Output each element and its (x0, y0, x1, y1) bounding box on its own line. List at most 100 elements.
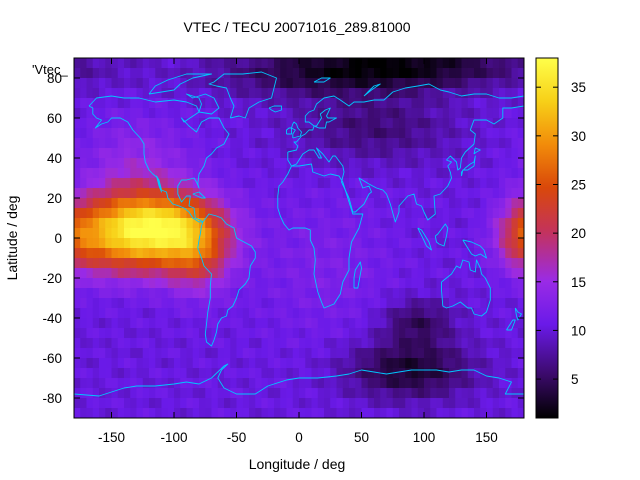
heatmap-cell (361, 318, 369, 329)
heatmap-cell (186, 258, 194, 269)
heatmap-cell (436, 138, 444, 149)
heatmap-cell (386, 58, 394, 69)
heatmap-cell (436, 248, 444, 259)
heatmap-cell (480, 218, 488, 229)
coastline-novaya-zemlya (363, 83, 381, 97)
heatmap-cell (461, 138, 469, 149)
heatmap-cell (124, 268, 131, 279)
heatmap-cell (267, 158, 275, 169)
heatmap-cell (74, 138, 81, 149)
heatmap-cell (99, 108, 106, 119)
heatmap-cell (411, 278, 419, 289)
heatmap-cell (299, 198, 306, 209)
heatmap-cell (324, 268, 331, 279)
heatmap-cell (230, 228, 238, 239)
heatmap-cell (367, 268, 375, 279)
heatmap-cell (492, 218, 500, 229)
coastline-arctic-islands (148, 73, 212, 95)
heatmap-cell (349, 168, 356, 179)
heatmap-cell (186, 338, 194, 349)
heatmap-cell (492, 398, 500, 409)
heatmap-cell (205, 388, 213, 399)
heatmap-cell (436, 378, 444, 389)
heatmap-cell (92, 68, 100, 79)
heatmap-cell (311, 378, 319, 389)
heatmap-cell (236, 358, 244, 369)
heatmap-cell (99, 68, 106, 79)
heatmap-cell (505, 358, 513, 369)
heatmap-cell (205, 68, 213, 79)
heatmap-cell (124, 408, 131, 418)
heatmap-cell (442, 278, 450, 289)
heatmap-cell (136, 198, 144, 209)
x-tick-label: -150 (98, 430, 125, 445)
heatmap-cell (474, 388, 481, 399)
heatmap-cell (224, 158, 231, 169)
heatmap-cell (167, 398, 175, 409)
heatmap-cell (480, 208, 488, 219)
heatmap-cell (442, 138, 450, 149)
heatmap-cell (99, 378, 106, 389)
heatmap-cell (199, 88, 206, 99)
heatmap-cell (142, 148, 150, 159)
heatmap-cell (342, 208, 350, 219)
heatmap-cell (292, 278, 300, 289)
heatmap-cell (230, 268, 238, 279)
heatmap-cell (267, 348, 275, 359)
heatmap-cell (467, 258, 475, 269)
heatmap-cell (117, 238, 125, 249)
heatmap-cell (367, 368, 375, 379)
heatmap-cell (305, 178, 313, 189)
heatmap-cell (336, 128, 344, 139)
heatmap-cell (74, 98, 81, 109)
heatmap-cell (317, 208, 325, 219)
heatmap-cell (474, 218, 481, 229)
heatmap-cell (424, 168, 431, 179)
heatmap-cell (167, 108, 175, 119)
heatmap-cell (205, 258, 213, 269)
heatmap-cell (436, 198, 444, 209)
heatmap-cell (124, 158, 131, 169)
heatmap-cell (324, 118, 331, 129)
heatmap-cell (342, 268, 350, 279)
heatmap-cell (230, 188, 238, 199)
heatmap-cell (267, 198, 275, 209)
heatmap-cell (399, 408, 406, 418)
heatmap-cell (280, 108, 288, 119)
heatmap-cell (130, 388, 138, 399)
heatmap-cell (130, 398, 138, 409)
heatmap-cell (155, 68, 163, 79)
heatmap-cell (349, 388, 356, 399)
heatmap-cell (511, 248, 519, 259)
heatmap-cell (80, 148, 88, 159)
heatmap-cell (142, 398, 150, 409)
heatmap-cell (274, 128, 281, 139)
heatmap-cell (92, 148, 100, 159)
heatmap-cell (361, 208, 369, 219)
heatmap-cell (342, 398, 350, 409)
heatmap-cell (286, 368, 294, 379)
heatmap-cell (236, 188, 244, 199)
heatmap-cell (336, 88, 344, 99)
heatmap-cell (211, 128, 219, 139)
heatmap-cell (180, 88, 188, 99)
heatmap-cell (305, 398, 313, 409)
heatmap-cell (249, 308, 256, 319)
heatmap-cell (417, 128, 425, 139)
heatmap-cell (92, 288, 100, 299)
heatmap-cell (511, 388, 519, 399)
heatmap-cell (299, 158, 306, 169)
heatmap-cell (174, 308, 181, 319)
heatmap-cell (242, 258, 250, 269)
heatmap-cell (355, 408, 363, 418)
heatmap-cell (167, 178, 175, 189)
heatmap-cell (92, 378, 100, 389)
heatmap-cell (192, 98, 200, 109)
heatmap-cell (267, 308, 275, 319)
heatmap-cell (399, 78, 406, 89)
heatmap-cell (236, 318, 244, 329)
heatmap-cell (299, 128, 306, 139)
heatmap-cell (205, 138, 213, 149)
heatmap-cell (211, 58, 219, 69)
heatmap-cell (274, 358, 281, 369)
